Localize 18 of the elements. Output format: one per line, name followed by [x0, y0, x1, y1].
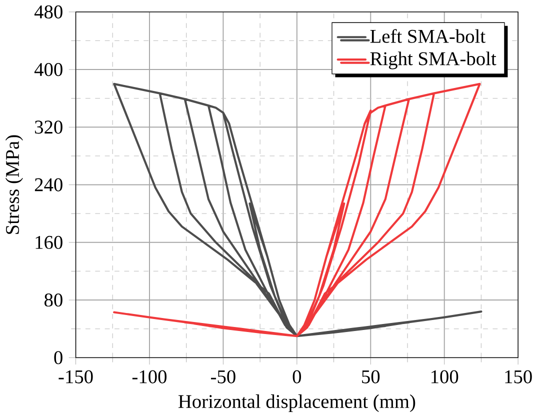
x-tick-label: 100: [432, 370, 458, 384]
x-tick-label: -100: [132, 370, 167, 384]
legend-label: Left SMA-bolt: [370, 28, 486, 43]
x-axis-title: Horizontal displacement (mm): [178, 394, 416, 412]
y-tick-label: 240: [34, 178, 62, 192]
x-tick-label: 150: [505, 370, 532, 384]
y-tick-label: 480: [34, 5, 62, 18]
x-tick-label: 0: [292, 370, 302, 384]
y-axis-title: Stress (MPa): [5, 135, 23, 234]
x-tick-label: -50: [210, 370, 236, 384]
y-tick-label: 0: [54, 350, 62, 364]
y-tick-label: 160: [36, 236, 62, 249]
y-tick-label: 80: [44, 293, 62, 306]
x-tick-label: 50: [362, 370, 380, 384]
y-tick-label: 320: [35, 120, 62, 134]
legend-label: Right SMA-bolt: [370, 51, 496, 70]
x-tick-label: -150: [58, 370, 93, 384]
y-tick-label: 400: [34, 62, 62, 76]
